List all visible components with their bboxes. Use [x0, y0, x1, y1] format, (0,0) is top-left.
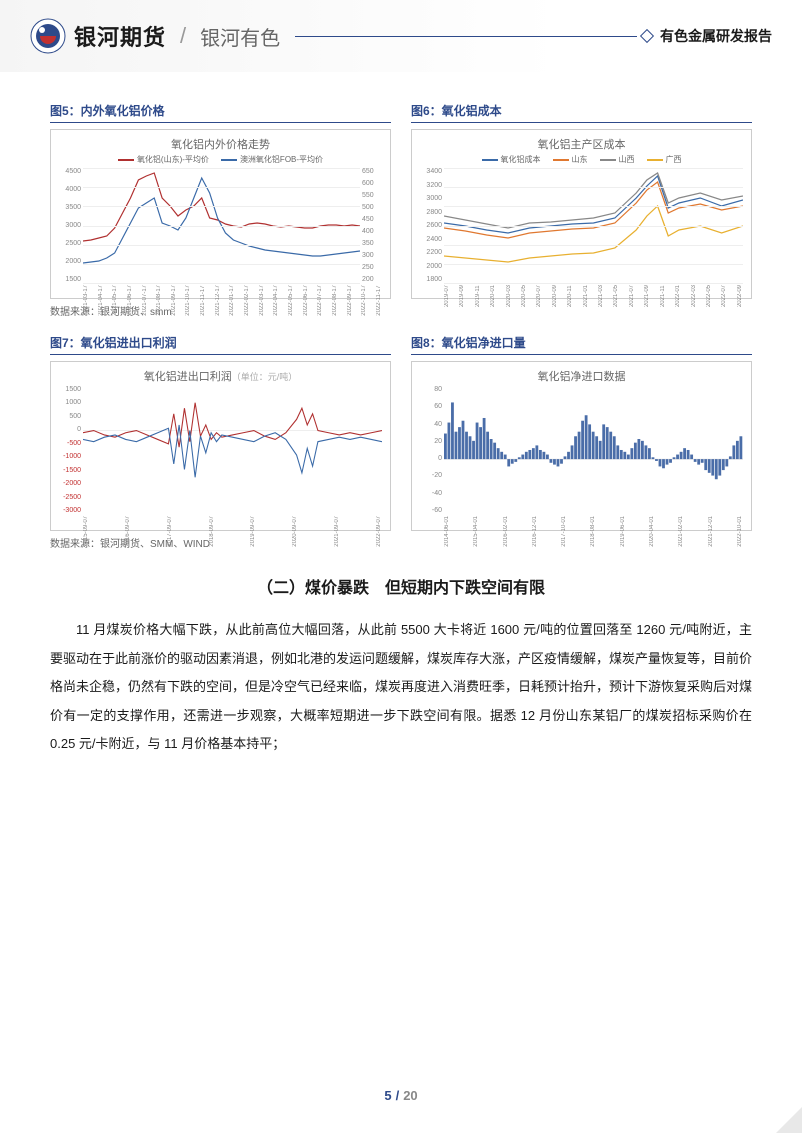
chart-5-legend: 氧化铝(山东)-平均价澳洲氧化铝FOB-平均价	[55, 154, 386, 165]
chart-7-title: 氧化铝进出口利润（单位：元/吨）	[55, 368, 386, 384]
figure-8-chart: 氧化铝净进口数据 806040200-20-40-60 2014-06-0120…	[411, 361, 752, 531]
page-current: 5	[384, 1088, 391, 1103]
chart-7-unit: （单位：元/吨）	[232, 372, 298, 382]
chart-5-plot: 4500400035003000250020001500 65060055050…	[83, 168, 360, 283]
figure-8-label: 图8：氧化铝净进口量	[411, 334, 752, 355]
section-title: （二）煤价暴跌 但短期内下跌空间有限	[50, 574, 752, 598]
header-diamond	[642, 31, 652, 41]
chart-7-title-text: 氧化铝进出口利润	[144, 371, 232, 383]
chart-7-xaxis: 2015-09-072016-09-072017-09-072018-09-07…	[83, 516, 382, 547]
page-corner-fold	[776, 1107, 802, 1133]
chart-6-plot: 340032003000280026002400220020001800	[444, 168, 743, 283]
chart-6-legend: 氧化铝成本山东山西广西	[416, 154, 747, 165]
chart-6-xaxis: 2019-072019-092019-112020-012020-032020-…	[444, 285, 743, 307]
header-rule	[295, 36, 637, 37]
page-header: 银河期货 / 银河有色 有色金属研发报告	[0, 0, 802, 72]
figure-7-chart: 氧化铝进出口利润（单位：元/吨） 150010005000-500-1000-1…	[50, 361, 391, 531]
page-total: 20	[403, 1088, 417, 1103]
chart-5-title: 氧化铝内外价格走势	[55, 136, 386, 152]
chart-5-xaxis: 2021-03-172021-04-172021-05-172021-06-17…	[83, 285, 382, 316]
galaxy-logo-icon	[30, 18, 66, 54]
sub-brand: 银河有色	[200, 22, 280, 51]
brand-divider: /	[180, 23, 186, 49]
chart-8-title: 氧化铝净进口数据	[416, 368, 747, 384]
figure-6-chart: 氧化铝主产区成本 氧化铝成本山东山西广西 3400320030002800260…	[411, 129, 752, 299]
brand-name: 银河期货	[74, 20, 166, 52]
figure-5-chart: 氧化铝内外价格走势 氧化铝(山东)-平均价澳洲氧化铝FOB-平均价 450040…	[50, 129, 391, 299]
chart-8-xaxis: 2014-06-012015-04-012016-02-012016-12-01…	[444, 516, 743, 547]
chart-8-plot: 806040200-20-40-60	[444, 386, 743, 514]
chart-6-title: 氧化铝主产区成本	[416, 136, 747, 152]
logo-block: 银河期货 / 银河有色	[30, 18, 280, 54]
figure-5-label: 图5：内外氧化铝价格	[50, 102, 391, 123]
report-type: 有色金属研发报告	[660, 26, 772, 46]
figure-7-label: 图7：氧化铝进出口利润	[50, 334, 391, 355]
figure-6-label: 图6：氧化铝成本	[411, 102, 752, 123]
page-number: 5/20	[0, 1088, 802, 1103]
body-paragraph: 11 月煤炭价格大幅下跌，从此前高位大幅回落，从此前 5500 大卡将近 160…	[50, 616, 752, 759]
chart-7-plot: 150010005000-500-1000-1500-2000-2500-300…	[83, 386, 382, 514]
